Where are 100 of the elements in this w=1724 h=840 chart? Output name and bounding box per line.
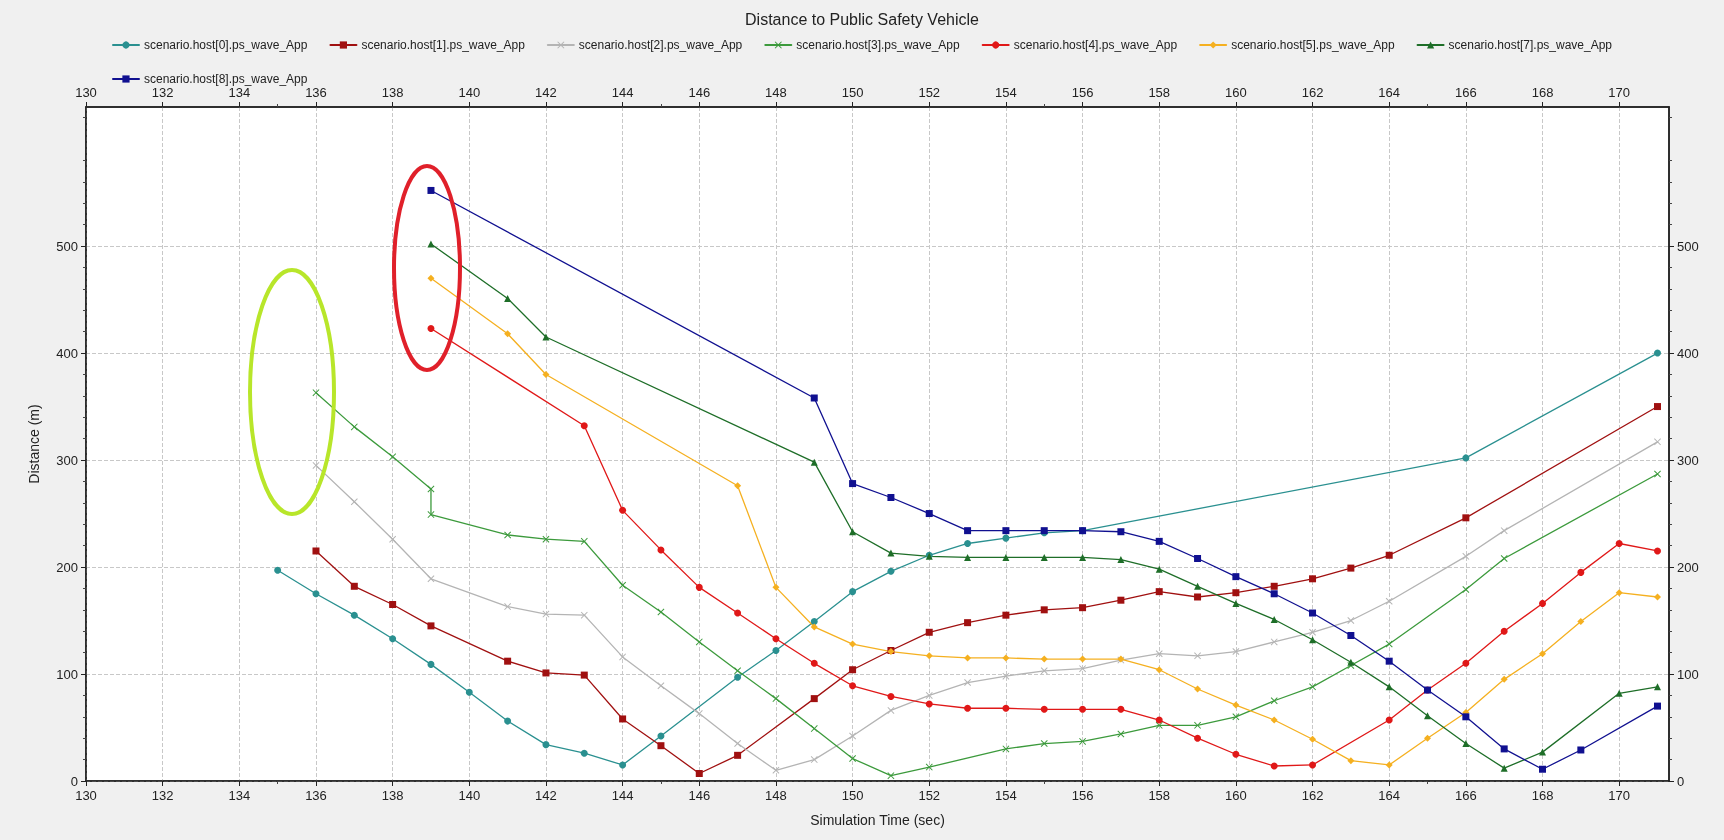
point [1615,689,1623,697]
point [1654,349,1661,357]
point [1040,740,1048,748]
point [1654,547,1661,555]
point [925,652,933,660]
point [504,657,512,665]
point [964,654,972,662]
point [1500,554,1508,562]
point [1424,712,1432,720]
point [619,581,627,589]
point [810,623,818,631]
point [1079,604,1087,612]
x-axis-title: Simulation Time (sec) [810,812,945,828]
x2-tick-label: 160 [1225,85,1247,100]
point [1309,636,1317,644]
y-tick-label: 0 [70,773,78,789]
point [849,732,857,740]
x2-tick-label: 140 [458,85,481,100]
point [389,535,397,543]
point [1155,721,1163,729]
point [580,611,588,619]
point [1615,589,1623,597]
point [1270,590,1278,598]
x2-tick-label: 144 [611,85,634,100]
x2-tick-label: 168 [1531,85,1554,100]
x-tick-label: 140 [458,788,481,803]
point [1194,685,1202,693]
point [772,635,780,643]
x-tick-label: 170 [1608,788,1631,803]
point [964,540,972,547]
point [1462,514,1470,522]
point [1117,528,1125,536]
point [427,660,435,668]
point [1040,667,1048,675]
point [1002,654,1010,662]
point [810,756,818,764]
x-tick-label: 156 [1071,788,1094,803]
point [312,461,320,469]
point [542,741,550,749]
point [619,653,627,661]
x-tick-label: 138 [381,788,404,803]
point [427,622,435,630]
point [695,710,703,718]
point [1577,568,1585,576]
x2-tick-label: 148 [765,85,787,100]
y2-tick-label: 200 [1677,559,1699,575]
point [1539,599,1547,607]
point [734,667,742,675]
point [734,751,742,759]
point [1002,704,1010,712]
legend-label: scenario.host[2].ps_wave_App [578,38,743,52]
point [1232,701,1240,709]
point [1232,713,1240,721]
point [1615,540,1623,547]
point [925,628,933,636]
point [580,422,588,430]
x-tick-label: 164 [1378,788,1401,803]
x-tick-label: 168 [1531,788,1554,803]
legend-label: scenario.host[0].ps_wave_App [143,38,308,52]
x2-tick-label: 136 [305,85,327,100]
point [964,619,972,627]
point [964,553,972,561]
x-tick-label: 144 [611,788,634,803]
point [1385,761,1393,769]
point [695,770,703,778]
point [695,638,703,646]
x2-tick-label: 156 [1071,85,1094,100]
point [849,480,857,488]
y2-tick-label: 0 [1677,773,1685,789]
x-tick-label: 130 [75,788,97,803]
point [389,453,397,461]
point [1385,716,1393,724]
x2-tick-label: 146 [688,85,711,100]
x-tick-label: 146 [688,788,711,803]
point [427,511,435,519]
point [1079,705,1087,713]
x-tick-label: 158 [1148,788,1171,803]
point [964,704,972,712]
x-tick-label: 150 [841,788,864,803]
point [312,590,320,598]
point [619,761,627,769]
x2-tick-label: 132 [151,85,174,100]
point [925,763,933,771]
point [465,688,473,696]
point [1462,586,1470,593]
point [1002,534,1010,542]
point [1040,553,1048,561]
x-tick-label: 136 [305,788,327,803]
point [1194,582,1202,590]
point [1270,697,1278,705]
point [964,527,972,535]
point [695,583,703,591]
point [1347,757,1355,765]
y-tick-label: 100 [56,666,78,682]
point [1500,675,1508,683]
y2-tick-label: 300 [1677,452,1699,468]
point [887,549,895,557]
point [1462,740,1470,748]
point [810,695,818,703]
x-tick-label: 132 [151,788,174,803]
